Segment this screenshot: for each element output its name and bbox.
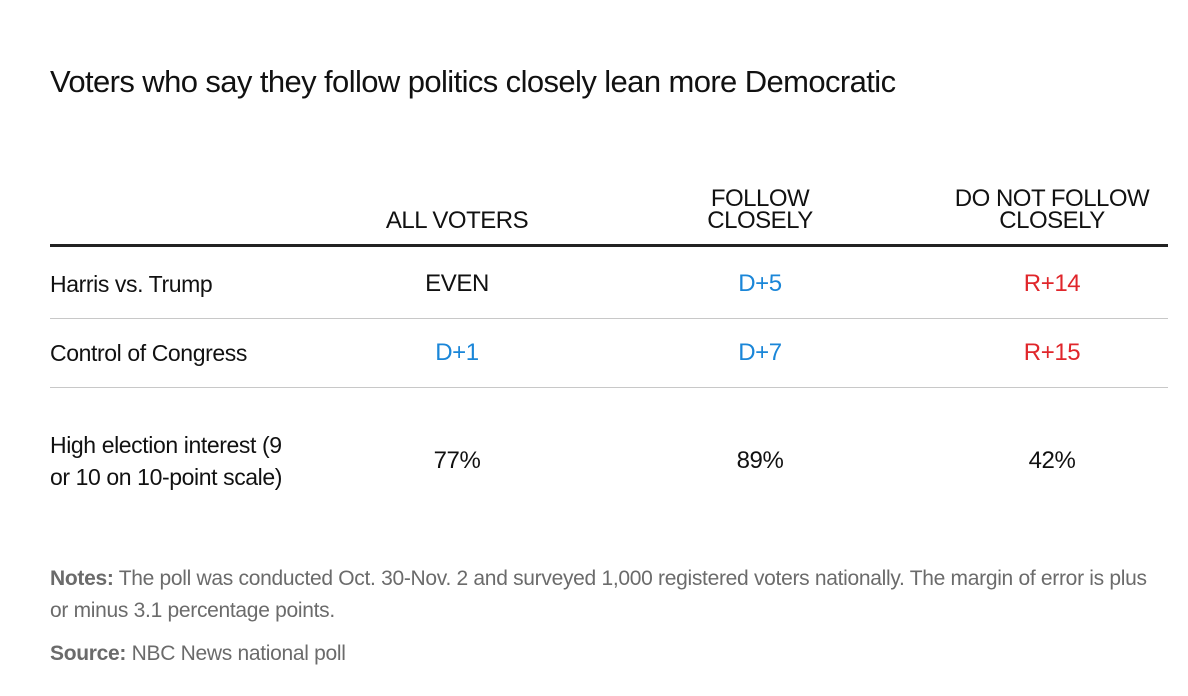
column-header: ALL VOTERS [385,207,529,234]
cell-value: 89% [736,447,784,474]
cell-value: R+15 [1023,339,1081,366]
cell-value: D+5 [738,270,782,297]
title: Voters who say they follow politics clos… [50,64,896,99]
source-text: NBC News national poll [131,642,346,665]
source: Source: NBC News national poll [50,638,1170,670]
row-label: High election interest (9 or 10 on 10-po… [50,432,283,490]
header-rule [50,244,1168,247]
row-label: Control of Congress [50,340,247,366]
column-header: FOLLOW CLOSELY [707,185,813,234]
column-header: DO NOT FOLLOW CLOSELY [954,185,1150,234]
cell-value: R+14 [1023,270,1081,297]
cell-value: D+1 [435,339,479,366]
notes-text: The poll was conducted Oct. 30-Nov. 2 an… [50,567,1147,622]
row-label: Harris vs. Trump [50,271,213,297]
cell-value: D+7 [738,339,782,366]
row-separator [50,318,1168,319]
cell-value: 42% [1028,447,1076,474]
notes: Notes: The poll was conducted Oct. 30-No… [50,563,1170,627]
cell-value: EVEN [425,270,489,297]
notes-label: Notes: [50,567,114,590]
source-label: Source: [50,642,127,665]
cell-value: 77% [433,447,481,474]
row-separator [50,387,1168,388]
